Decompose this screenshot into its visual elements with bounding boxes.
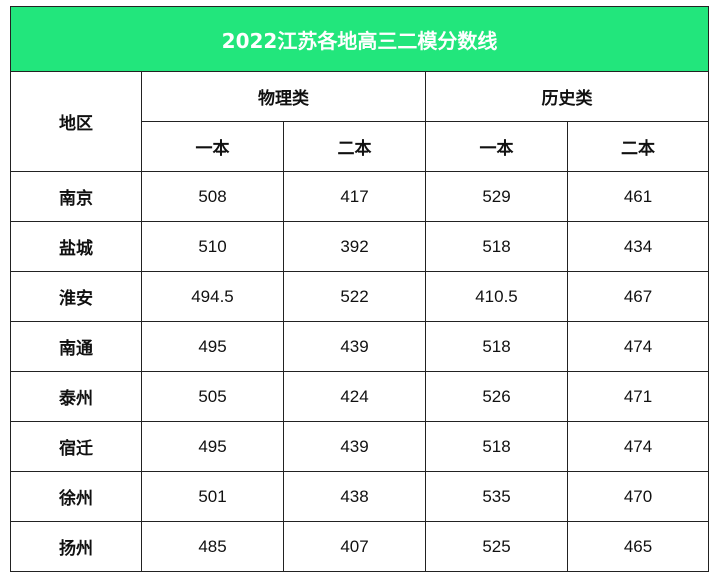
score-cell: 495 <box>141 421 284 472</box>
score-cell: 485 <box>141 521 284 572</box>
score-cell: 518 <box>425 321 568 372</box>
score-cell: 424 <box>283 371 426 422</box>
score-cell: 535 <box>425 471 568 522</box>
score-cell: 510 <box>141 221 284 272</box>
score-cell: 525 <box>425 521 568 572</box>
score-cell: 526 <box>425 371 568 422</box>
table-row: 南通 495 439 518 474 <box>10 321 710 372</box>
score-table: 2022江苏各地高三二模分数线 地区 物理类 历史类 一本 二本 一本 二本 南… <box>9 6 710 572</box>
region-cell: 徐州 <box>10 471 142 522</box>
header-physics-tier1: 一本 <box>141 121 284 172</box>
score-cell: 505 <box>141 371 284 422</box>
score-cell: 410.5 <box>425 271 568 322</box>
score-cell: 518 <box>425 221 568 272</box>
header-group-physics: 物理类 <box>141 71 426 122</box>
score-cell: 470 <box>566 471 710 522</box>
score-table-container: 2022江苏各地高三二模分数线 地区 物理类 历史类 一本 二本 一本 二本 南… <box>9 6 710 572</box>
table-row: 宿迁 495 439 518 474 <box>10 421 710 472</box>
region-cell: 南京 <box>10 171 142 222</box>
score-cell: 508 <box>141 171 284 222</box>
score-cell: 474 <box>566 321 710 372</box>
region-cell: 宿迁 <box>10 421 142 472</box>
table-row: 淮安 494.5 522 410.5 467 <box>10 271 710 322</box>
score-cell: 465 <box>566 521 710 572</box>
score-cell: 529 <box>425 171 568 222</box>
region-cell: 淮安 <box>10 271 142 322</box>
table-title: 2022江苏各地高三二模分数线 <box>9 6 710 72</box>
header-history-tier2: 二本 <box>566 121 710 172</box>
score-cell: 439 <box>283 421 426 472</box>
score-cell: 494.5 <box>141 271 284 322</box>
region-cell: 南通 <box>10 321 142 372</box>
score-cell: 518 <box>425 421 568 472</box>
table-row: 泰州 505 424 526 471 <box>10 371 710 422</box>
header-group-history: 历史类 <box>424 71 710 122</box>
table-row: 盐城 510 392 518 434 <box>10 221 710 272</box>
score-cell: 434 <box>566 221 710 272</box>
score-cell: 407 <box>283 521 426 572</box>
score-cell: 438 <box>283 471 426 522</box>
score-cell: 461 <box>566 171 710 222</box>
header-region: 地区 <box>10 71 142 172</box>
score-cell: 439 <box>283 321 426 372</box>
region-cell: 盐城 <box>10 221 142 272</box>
table-row: 南京 508 417 529 461 <box>10 171 710 222</box>
region-cell: 扬州 <box>10 521 142 572</box>
score-cell: 474 <box>566 421 710 472</box>
score-cell: 467 <box>566 271 710 322</box>
score-cell: 495 <box>141 321 284 372</box>
score-cell: 392 <box>283 221 426 272</box>
header-physics-tier2: 二本 <box>283 121 426 172</box>
score-cell: 522 <box>283 271 426 322</box>
header-history-tier1: 一本 <box>425 121 568 172</box>
region-cell: 泰州 <box>10 371 142 422</box>
score-cell: 417 <box>283 171 426 222</box>
score-cell: 501 <box>141 471 284 522</box>
table-row: 扬州 485 407 525 465 <box>10 521 710 572</box>
score-cell: 471 <box>566 371 710 422</box>
table-row: 徐州 501 438 535 470 <box>10 471 710 522</box>
